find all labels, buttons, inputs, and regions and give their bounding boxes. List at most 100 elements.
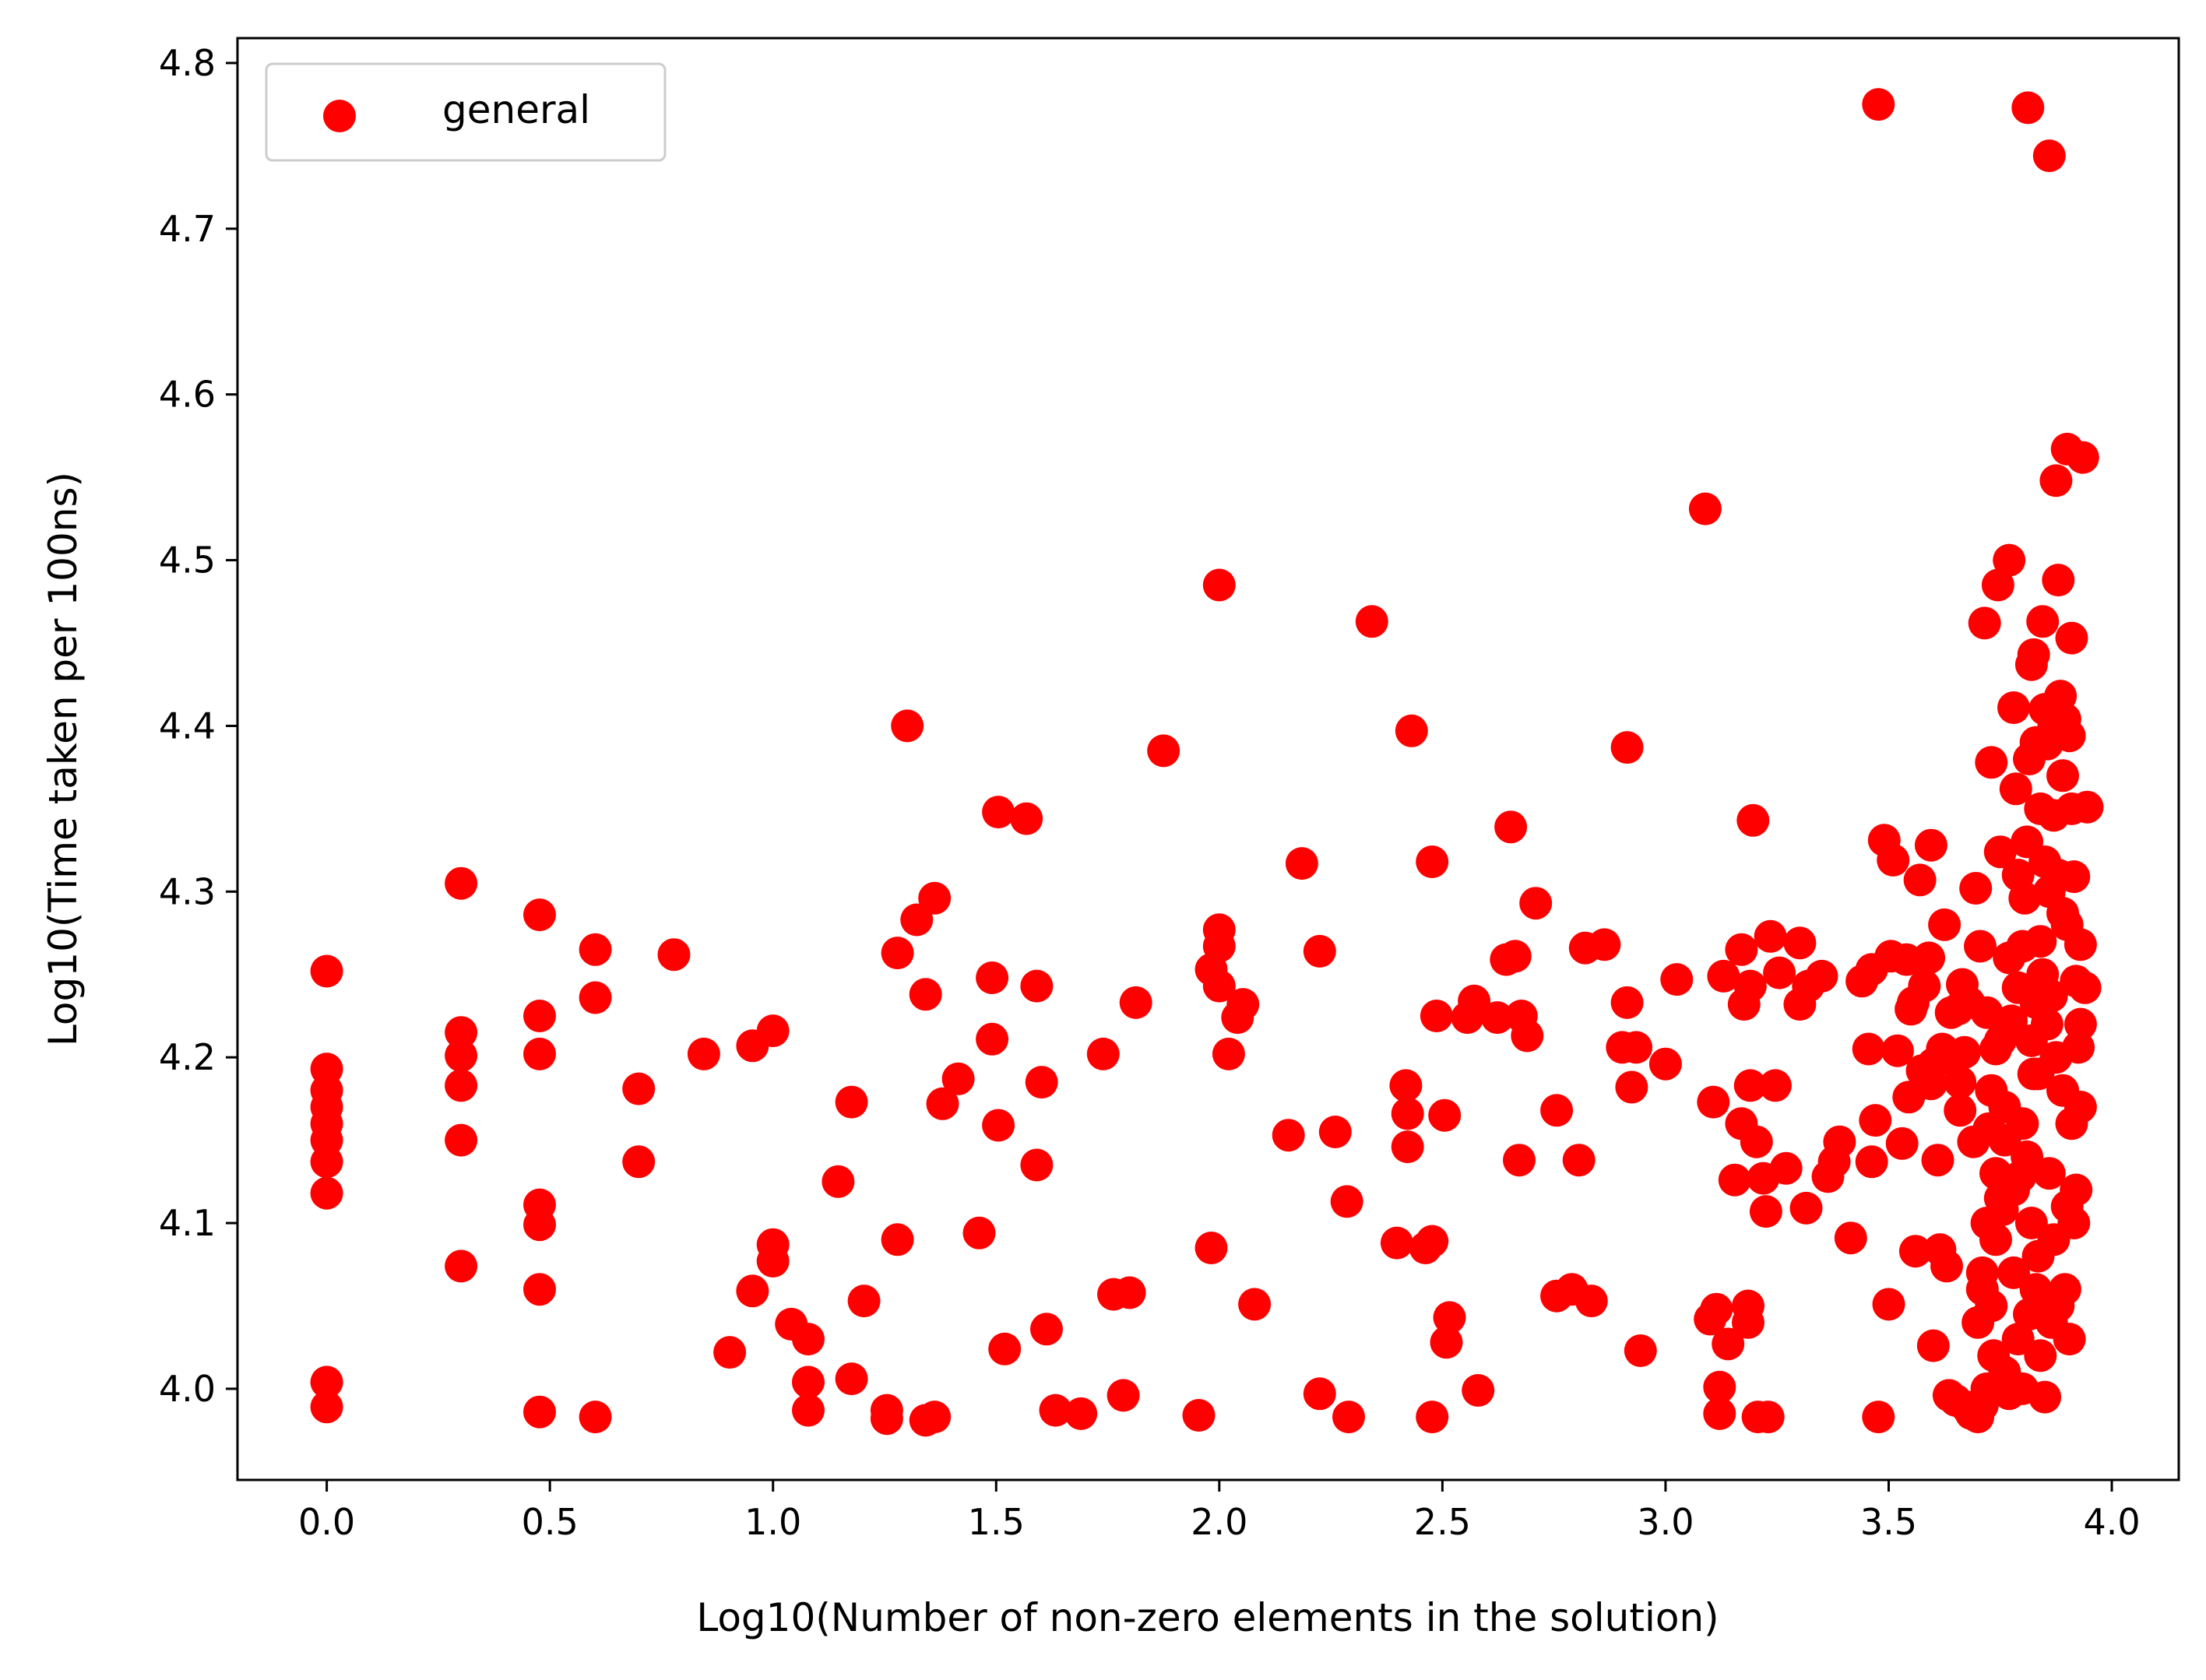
data-point bbox=[2001, 859, 2035, 891]
data-point bbox=[2019, 726, 2053, 759]
data-point bbox=[445, 1123, 478, 1157]
data-point bbox=[1574, 1285, 1608, 1318]
data-point bbox=[1903, 863, 1937, 897]
data-point bbox=[900, 903, 934, 937]
data-point bbox=[2019, 1273, 2053, 1306]
data-point bbox=[1303, 1377, 1336, 1411]
data-point bbox=[1285, 847, 1318, 880]
data-point bbox=[1064, 1397, 1098, 1430]
data-point bbox=[1805, 959, 1838, 993]
y-tick-label: 4.4 bbox=[159, 705, 216, 747]
data-point bbox=[1610, 731, 1644, 764]
data-point bbox=[1332, 1401, 1365, 1434]
legend: general bbox=[265, 62, 667, 162]
x-axis-ticks: 0.0 0.5 1.0 1.5 2.0 2.5 3.0 3.5 4.0 bbox=[298, 1480, 2141, 1543]
data-point bbox=[1416, 1401, 1449, 1434]
data-point bbox=[445, 1249, 478, 1283]
data-point bbox=[2013, 1298, 2046, 1331]
data-point bbox=[1921, 1144, 1954, 1177]
data-point bbox=[1226, 988, 1260, 1021]
data-point bbox=[1862, 1401, 1895, 1434]
data-point bbox=[1916, 1329, 1950, 1362]
data-point bbox=[1391, 1130, 1424, 1164]
y-tick-label: 4.7 bbox=[159, 208, 216, 250]
data-point bbox=[2011, 91, 2045, 125]
data-point bbox=[1107, 1379, 1140, 1412]
data-point bbox=[310, 1365, 343, 1399]
x-axis-label: Log10(Number of non-zero elements in the… bbox=[696, 1595, 1719, 1640]
data-point bbox=[1086, 1037, 1120, 1070]
data-point bbox=[1736, 803, 1770, 837]
data-point bbox=[1959, 872, 1993, 905]
data-point bbox=[1751, 1401, 1785, 1434]
data-point bbox=[445, 1016, 478, 1049]
data-point bbox=[1588, 928, 1621, 961]
data-point bbox=[1660, 963, 1694, 996]
data-point bbox=[870, 1402, 903, 1436]
data-point bbox=[2014, 1207, 2048, 1239]
data-point bbox=[1330, 1185, 1363, 1218]
data-point bbox=[756, 1014, 790, 1048]
data-point bbox=[1182, 1399, 1216, 1432]
data-point bbox=[2017, 638, 2050, 671]
data-point bbox=[1993, 543, 2026, 577]
data-point bbox=[1503, 1144, 1536, 1177]
data-point bbox=[1380, 1226, 1413, 1260]
data-point bbox=[1725, 933, 1758, 966]
data-point bbox=[1707, 959, 1740, 993]
data-point bbox=[1981, 568, 2014, 602]
legend-label-general: general bbox=[442, 87, 590, 132]
data-point bbox=[1020, 969, 1054, 1003]
data-point bbox=[1355, 605, 1388, 638]
data-point bbox=[1740, 1125, 1773, 1158]
data-point bbox=[1428, 1098, 1462, 1132]
data-point bbox=[1480, 1001, 1514, 1035]
data-point bbox=[2046, 759, 2079, 793]
x-tick-label: 0.5 bbox=[522, 1501, 579, 1543]
data-point bbox=[2028, 693, 2062, 726]
data-point bbox=[445, 1039, 478, 1072]
data-point bbox=[1433, 1301, 1466, 1334]
data-point bbox=[1908, 969, 1941, 1003]
data-point bbox=[1462, 1374, 1495, 1407]
data-point bbox=[1703, 1370, 1736, 1404]
y-axis-label: Log10(Time taken per 100ns) bbox=[40, 472, 86, 1046]
data-point bbox=[2011, 825, 2044, 859]
data-point bbox=[976, 1022, 1009, 1056]
x-tick-label: 1.0 bbox=[744, 1501, 801, 1543]
data-point bbox=[756, 1245, 790, 1278]
data-point bbox=[2026, 605, 2060, 638]
data-point bbox=[1914, 828, 1947, 862]
data-point bbox=[1968, 606, 2001, 640]
data-point bbox=[1700, 1292, 1733, 1326]
y-tick-label: 4.1 bbox=[159, 1202, 216, 1244]
x-tick-label: 4.0 bbox=[2083, 1501, 2140, 1543]
data-point bbox=[1769, 1151, 1803, 1185]
data-point bbox=[1732, 1306, 1764, 1339]
data-points bbox=[310, 88, 2104, 1437]
y-tick-label: 4.2 bbox=[159, 1036, 216, 1078]
data-point bbox=[1147, 734, 1180, 768]
data-point bbox=[1648, 1047, 1682, 1081]
data-point bbox=[310, 1390, 343, 1424]
data-point bbox=[1961, 1306, 1995, 1339]
data-point bbox=[1610, 986, 1644, 1019]
data-point bbox=[2064, 1007, 2097, 1041]
data-point bbox=[1733, 1069, 1767, 1102]
data-point bbox=[2068, 971, 2102, 1004]
data-point bbox=[713, 1336, 747, 1369]
data-point bbox=[1389, 1069, 1423, 1102]
data-point bbox=[1993, 941, 2026, 975]
data-point bbox=[1615, 1070, 1648, 1104]
data-point bbox=[1712, 1327, 1745, 1361]
data-point bbox=[2024, 1339, 2057, 1372]
plot-frame bbox=[236, 37, 2180, 1481]
data-point bbox=[1395, 714, 1428, 747]
data-point bbox=[891, 709, 924, 743]
data-point bbox=[1944, 1094, 1977, 1127]
data-point bbox=[988, 1332, 1022, 1365]
data-point bbox=[1855, 1145, 1888, 1179]
y-tick-label: 4.5 bbox=[159, 539, 216, 582]
data-point bbox=[1834, 1221, 1867, 1255]
data-point bbox=[523, 1273, 556, 1306]
